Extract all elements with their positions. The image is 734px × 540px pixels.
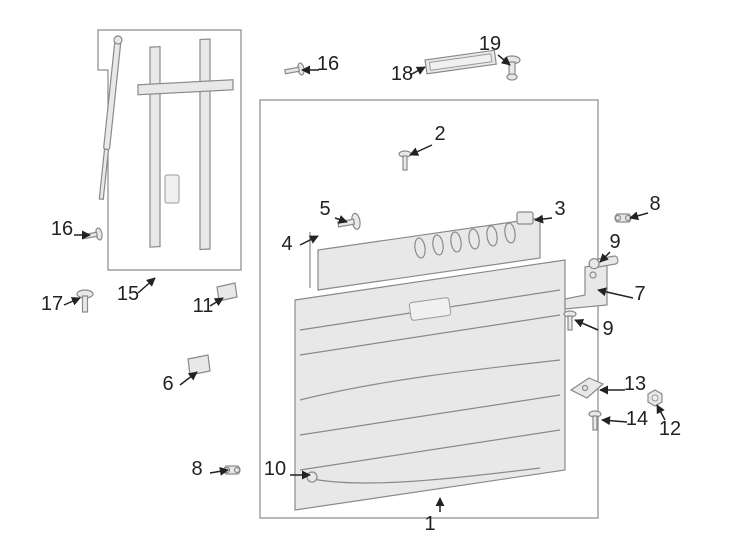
callout-label-17: 17: [41, 293, 63, 315]
callout-label-14: 14: [626, 408, 648, 430]
part-rail-b: [200, 39, 210, 250]
left-frame-group: [97, 30, 241, 270]
callout-arrow-15: [138, 278, 155, 293]
callout-label-5: 5: [319, 198, 330, 220]
part-11-clip: [217, 283, 237, 301]
callout-label-12: 12: [659, 418, 681, 440]
callout-label-18: 18: [391, 63, 413, 85]
part-12-nut: [648, 390, 662, 406]
callout-label-8: 8: [191, 458, 202, 480]
part-8-clip-r: [615, 214, 631, 222]
callout-label-8: 8: [649, 193, 660, 215]
callout-label-9: 9: [602, 318, 613, 340]
part-3-bumper: [517, 212, 533, 224]
callout-label-9: 9: [609, 231, 620, 253]
left-frame: [98, 30, 241, 270]
part-5-screw: [337, 213, 361, 233]
callout-label-3: 3: [554, 198, 565, 220]
callout-label-15: 15: [117, 283, 139, 305]
callout-label-16: 16: [317, 53, 339, 75]
part-6-bracket: [188, 355, 210, 375]
callout-arrow-14: [602, 420, 627, 422]
callout-arrow-17: [64, 298, 80, 305]
part-1-tailgate: [295, 260, 565, 510]
callout-label-16: 16: [51, 218, 73, 240]
callout-label-2: 2: [434, 123, 445, 145]
callout-label-4: 4: [281, 233, 292, 255]
part-7-hinge: [565, 263, 607, 309]
part-strut: [97, 36, 122, 200]
callout-arrow-8: [630, 213, 648, 218]
callout-arrow-6: [180, 372, 197, 385]
part-9-bolt: [564, 311, 576, 330]
part-2-bolt: [399, 151, 411, 170]
part-14-bolt: [589, 411, 601, 430]
callout-label-6: 6: [162, 373, 173, 395]
callout-label-7: 7: [634, 283, 645, 305]
part-rail-a: [150, 47, 160, 248]
callout-label-19: 19: [479, 33, 501, 55]
part-17-screw: [77, 290, 93, 312]
callout-label-11: 11: [193, 295, 214, 317]
callout-arrow-9: [575, 320, 598, 330]
callout-arrow-2: [410, 145, 432, 155]
callout-label-13: 13: [624, 373, 646, 395]
part-cap: [165, 175, 179, 203]
part-16-bolt-r: [284, 63, 305, 78]
callout-label-10: 10: [264, 458, 286, 480]
callout-arrow-4: [300, 236, 318, 245]
part-19-retainer: [504, 56, 520, 80]
callout-label-1: 1: [424, 513, 435, 535]
